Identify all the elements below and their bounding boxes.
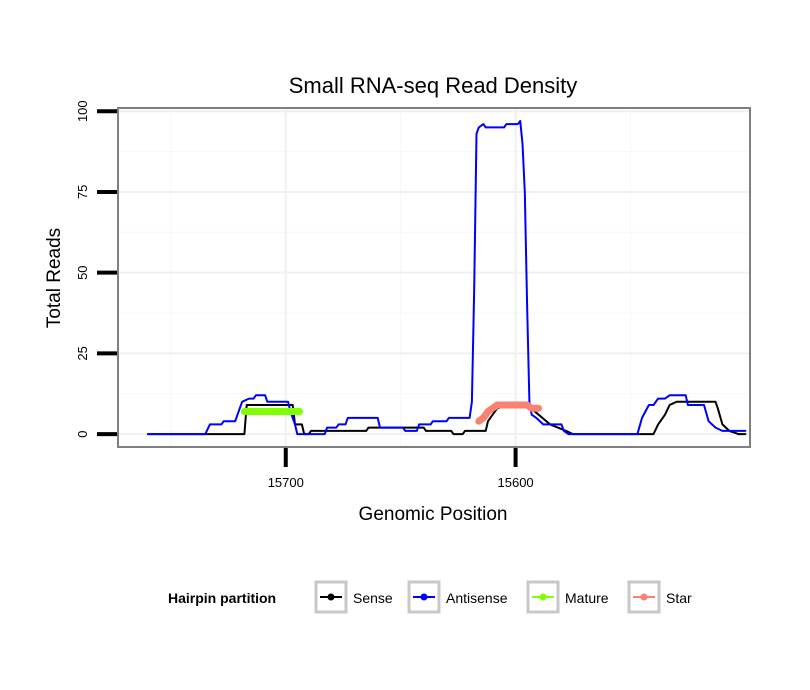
series-layer — [146, 119, 747, 436]
legend-label-mature: Mature — [565, 590, 609, 606]
grid — [118, 108, 750, 447]
y-tick-label: 100 — [75, 100, 90, 122]
legend-title: Hairpin partition — [168, 590, 276, 606]
legend-key-dot — [539, 593, 547, 601]
legend-key-dot — [420, 593, 428, 601]
x-tick-label: 15700 — [268, 475, 304, 490]
y-tick-label: 0 — [75, 430, 90, 437]
legend-label-star: Star — [666, 590, 692, 606]
x-axis-title: Genomic Position — [359, 504, 508, 525]
x-axis: 15700 15600 — [268, 448, 534, 490]
legend: Hairpin partition Sense Antisense Mature St… — [168, 580, 692, 614]
y-axis: 0 25 50 75 100 — [75, 100, 117, 438]
legend-key-dot — [640, 593, 648, 601]
legend-label-sense: Sense — [353, 590, 393, 606]
series-line-sense — [146, 400, 747, 436]
plot-panel-border — [117, 107, 751, 448]
y-tick-label: 25 — [75, 346, 90, 360]
y-tick-label: 50 — [75, 265, 90, 279]
legend-key-dot — [327, 593, 335, 601]
series-line-antisense — [146, 119, 747, 436]
y-axis-title: Total Reads — [44, 228, 65, 328]
series-line-star — [475, 401, 543, 425]
chart-title: Small RNA-seq Read Density — [289, 73, 578, 98]
y-tick-label: 75 — [75, 185, 90, 199]
x-tick-label: 15600 — [498, 475, 534, 490]
legend-label-antisense: Antisense — [446, 590, 508, 606]
